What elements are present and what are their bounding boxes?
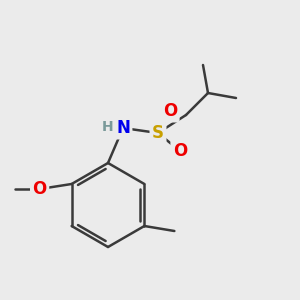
Text: O: O	[32, 180, 47, 198]
Text: O: O	[163, 102, 177, 120]
Text: H: H	[102, 120, 114, 134]
Text: O: O	[173, 142, 187, 160]
Text: S: S	[152, 124, 164, 142]
Text: N: N	[116, 119, 130, 137]
